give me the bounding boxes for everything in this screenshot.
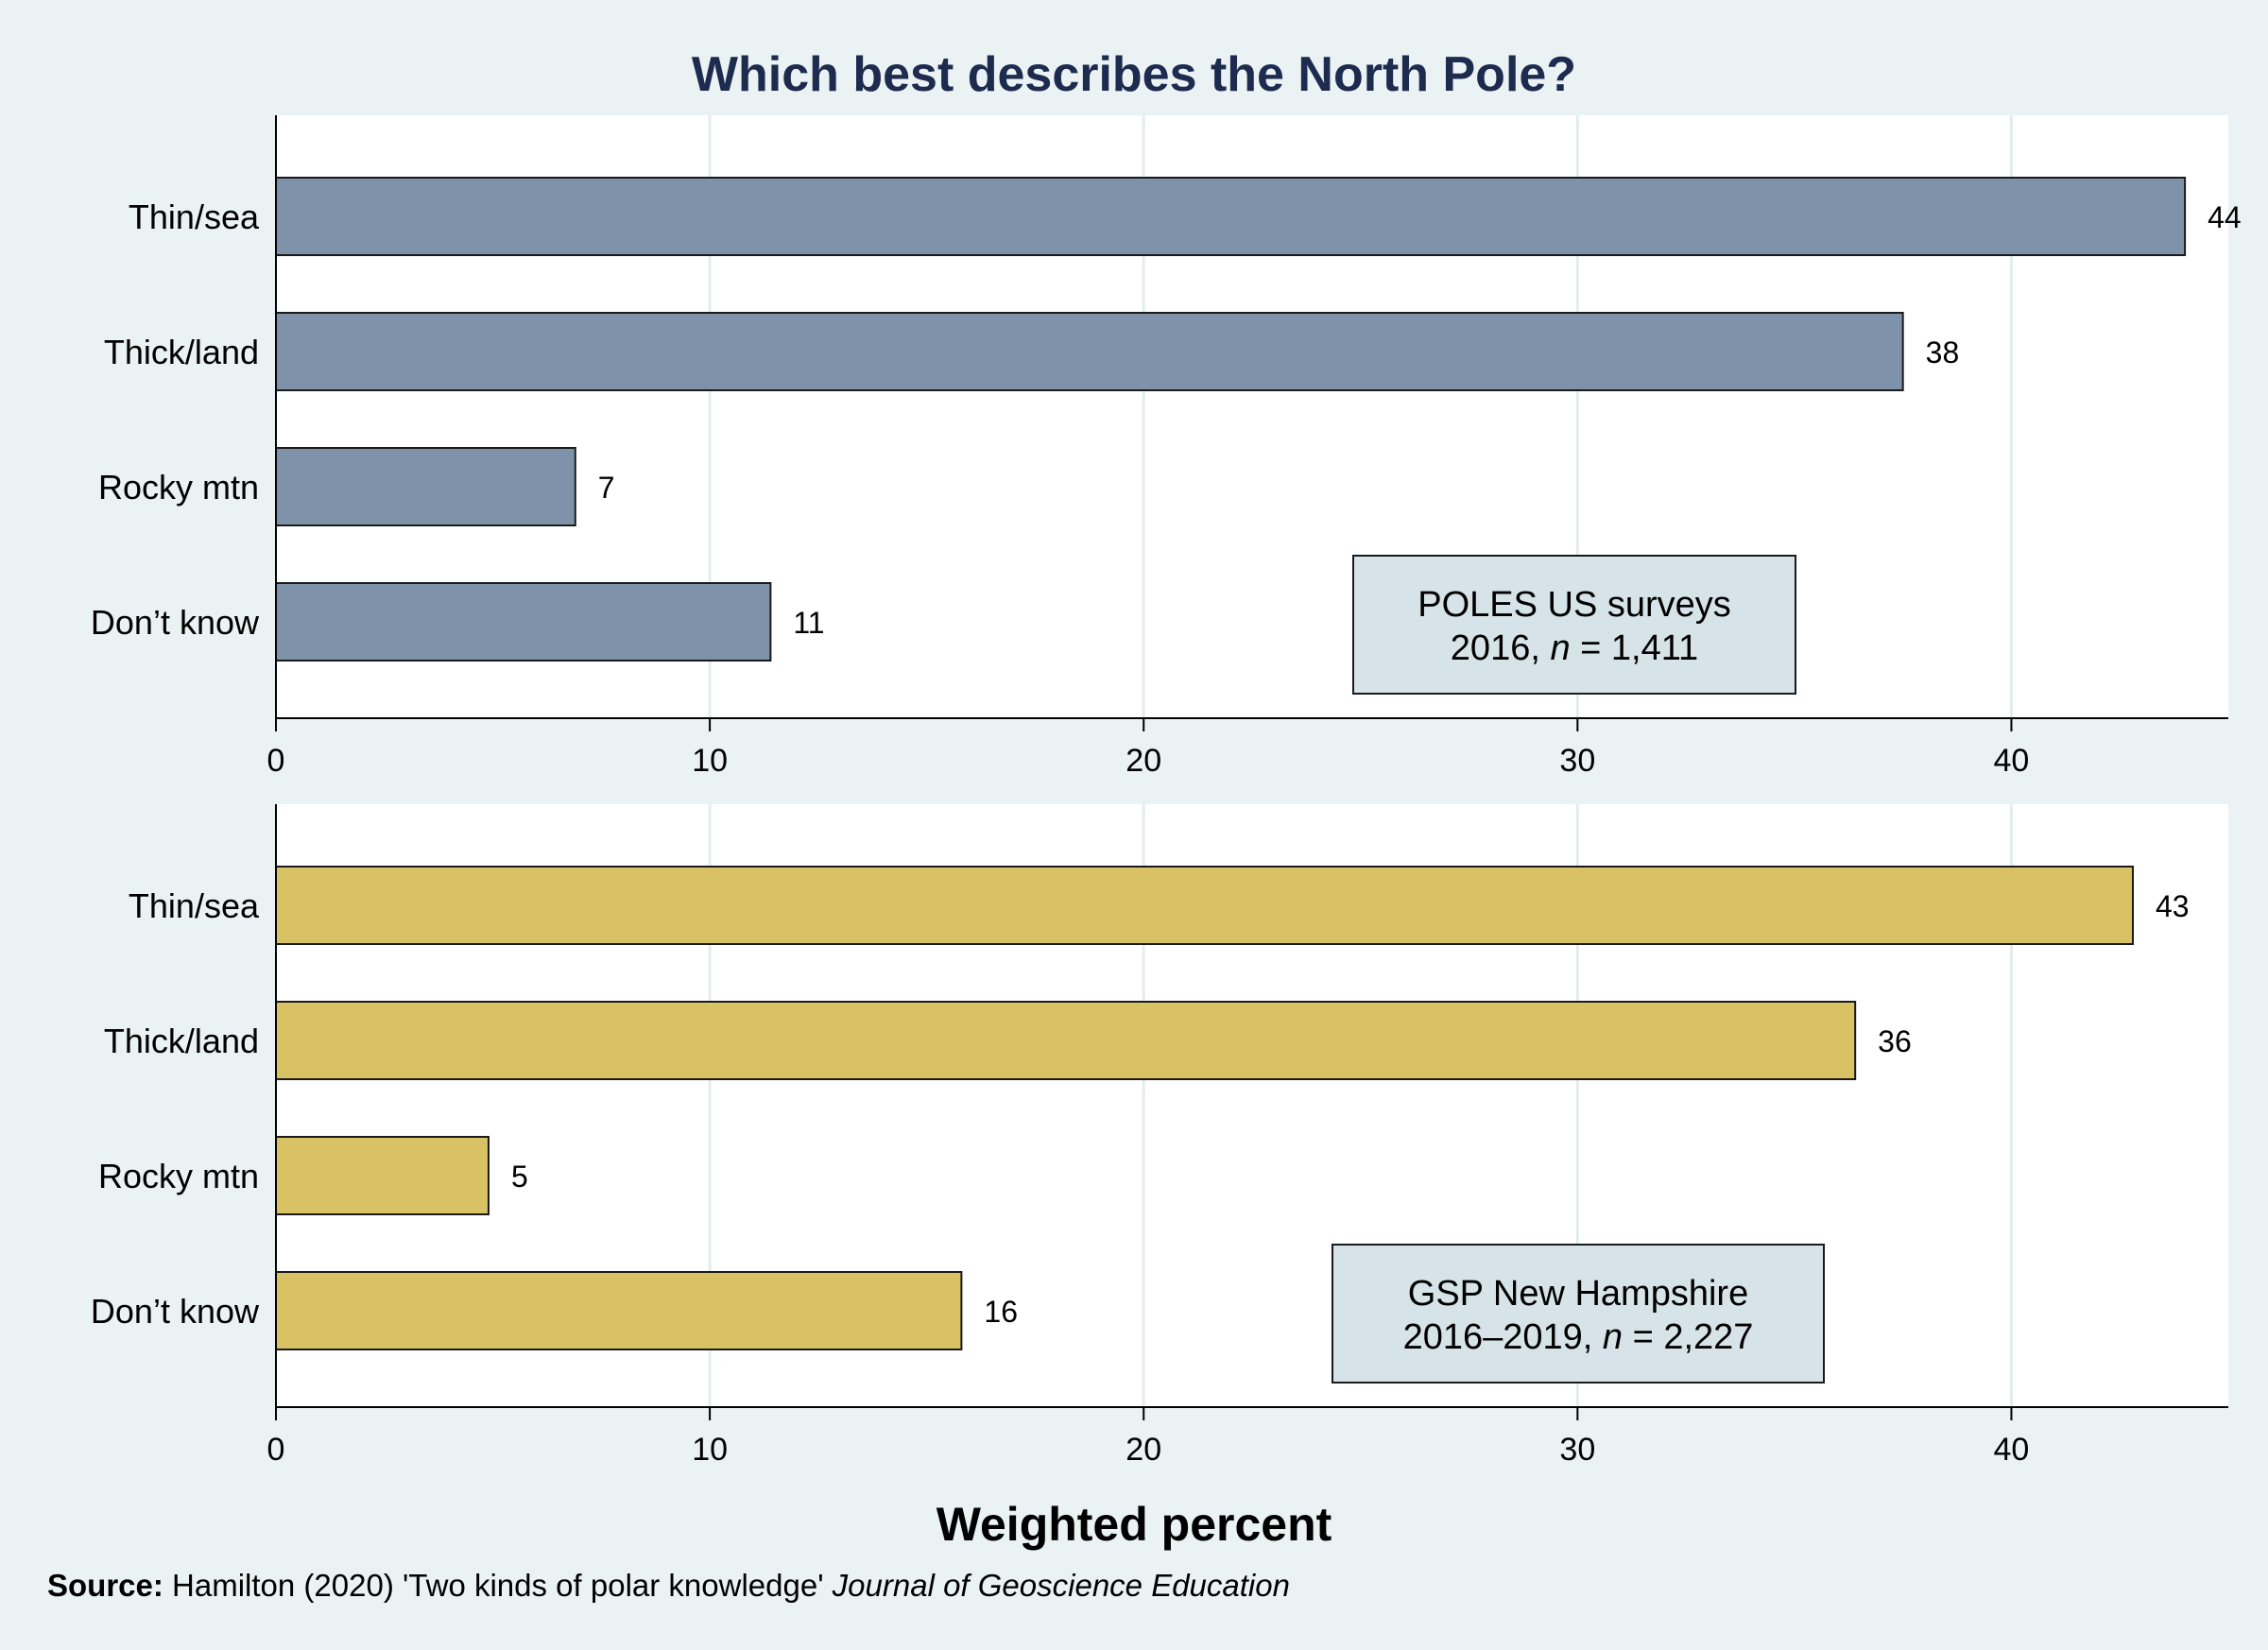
bar [275,1271,963,1350]
chart-title: Which best describes the North Pole? [692,47,1576,102]
x-tick-label: 20 [1125,743,1161,779]
source-journal: Journal of Geoscience Education [832,1568,1290,1603]
bar [275,582,772,662]
annotation-line-1: POLES US surveys [1418,585,1731,625]
bar [275,1136,490,1215]
annotation-line-2: 2016–2019, n = 2,227 [1403,1317,1754,1357]
data-label: 5 [511,1160,528,1194]
data-label: 38 [1926,335,1960,370]
data-label: 11 [793,606,824,640]
category-label: Rocky mtn [98,468,259,507]
category-label: Thin/sea [129,886,260,925]
source-label: Source: [47,1568,163,1603]
annotation-prefix: 2016–2019, [1403,1317,1603,1357]
data-label: 44 [2208,200,2242,234]
category-label: Thick/land [104,1022,259,1060]
annotation-box [1352,555,1796,695]
annotation-suffix: = 2,227 [1623,1317,1753,1357]
annotation-line-1: GSP New Hampshire [1408,1274,1748,1314]
source-text: Hamilton (2020) 'Two kinds of polar know… [163,1568,833,1603]
data-label: 36 [1878,1024,1912,1058]
bar [275,866,2134,945]
x-tick-label: 30 [1559,743,1595,779]
category-label: Thick/land [104,333,259,371]
source-note: Source: Hamilton (2020) 'Two kinds of po… [47,1568,1290,1603]
bar [275,312,1904,391]
data-label: 16 [984,1295,1018,1329]
bar [275,177,2187,256]
annotation-box [1332,1244,1825,1384]
panel-bottom: Thin/sea 43 Thick/land 36 Rocky mtn 5 Don’t kn… [91,804,2228,1468]
x-tick-label: 30 [1559,1432,1595,1468]
x-tick-label: 40 [1994,1432,2030,1468]
x-tick-label: 10 [692,1432,728,1468]
x-tick-label: 20 [1125,1432,1161,1468]
x-tick-label: 0 [267,1432,285,1468]
panel-top: Thin/sea 44 Thick/land 38 Rocky mtn 7 Don’t kn… [91,115,2242,779]
data-label: 43 [2156,889,2190,923]
annotation-n: n [1550,628,1570,668]
category-label: Thin/sea [129,198,260,236]
x-tick-label: 40 [1994,743,2030,779]
category-label: Don’t know [91,603,260,642]
x-axis-title: Weighted percent [936,1498,1332,1551]
bar [275,447,576,526]
x-tick-label: 0 [267,743,285,779]
annotation-suffix: = 1,411 [1571,628,1699,668]
data-label: 7 [598,471,615,505]
bar [275,1001,1857,1080]
annotation-n: n [1603,1317,1623,1357]
category-label: Don’t know [91,1292,260,1331]
annotation-prefix: 2016, [1451,628,1551,668]
annotation-line-2: 2016, n = 1,411 [1451,628,1698,668]
x-tick-label: 10 [692,743,728,779]
category-label: Rocky mtn [98,1157,259,1195]
